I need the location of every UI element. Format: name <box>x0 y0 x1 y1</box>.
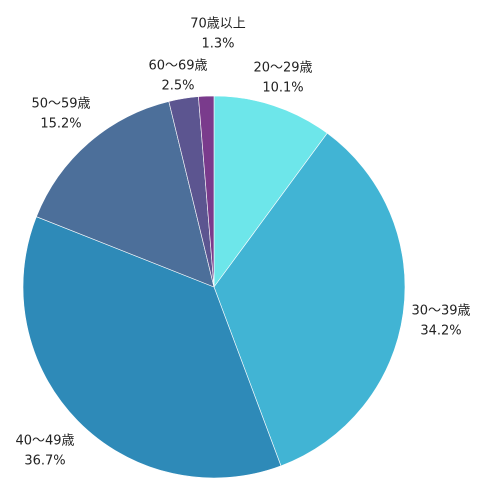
pie-slice <box>198 95 215 288</box>
slice-value-label: 1.3% <box>201 37 234 52</box>
slice-category-label: 30〜39歳 <box>411 304 470 319</box>
slice-category-label: 40〜49歳 <box>15 434 74 449</box>
pie-slice <box>213 132 406 467</box>
slice-category-label: 60〜69歳 <box>148 59 207 74</box>
slice-value-label: 15.2% <box>40 117 81 132</box>
slice-value-label: 10.1% <box>262 81 303 96</box>
slice-value-label: 34.2% <box>420 324 461 339</box>
slice-value-label: 2.5% <box>161 79 194 94</box>
pie-slice <box>22 216 282 479</box>
pie-slice <box>36 101 215 288</box>
slice-value-label: 36.7% <box>24 454 65 469</box>
slice-category-label: 20〜29歳 <box>253 61 312 76</box>
pie-slice <box>213 95 328 288</box>
slice-category-label: 70歳以上 <box>190 17 246 32</box>
slice-category-label: 50〜59歳 <box>31 97 90 112</box>
